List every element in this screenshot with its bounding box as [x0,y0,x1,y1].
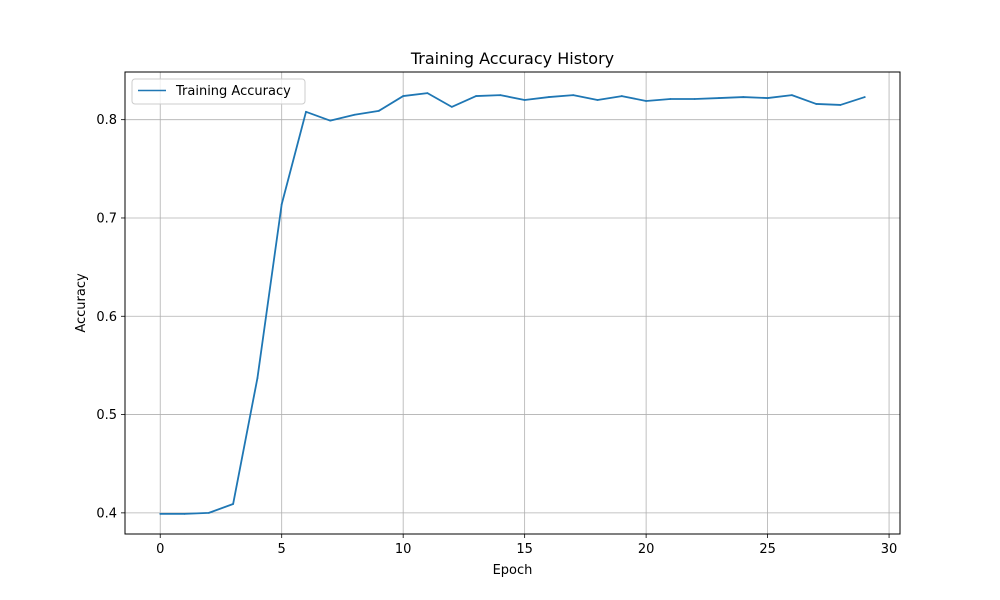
data-point [207,511,210,514]
data-point [766,97,769,99]
data-point [693,98,696,100]
legend-box [131,78,306,105]
data-point [499,94,502,96]
x-tick-label: 25 [759,542,776,557]
data-point [475,95,477,97]
data-point [742,96,745,98]
data-point [329,119,332,122]
legend: Training Accuracy [131,78,306,105]
data-point [353,113,356,116]
data-point [450,105,453,108]
data-point [669,98,672,100]
data-point [790,94,793,96]
y-tick-label: 0.5 [96,408,117,423]
data-point [280,203,283,206]
data-point [596,99,599,101]
grid-lines [125,72,900,534]
data-point [572,94,575,96]
y-tick-label: 0.6 [96,310,117,325]
data-point [232,503,235,505]
plot-series [159,92,866,515]
data-point [523,99,526,101]
y-axis-label: Accuracy [74,273,89,333]
data-point [426,92,429,95]
x-tick-label: 5 [278,542,286,557]
y-tick-label: 0.7 [96,211,117,226]
data-point [815,103,818,105]
data-point [377,109,380,112]
legend-label: Training Accuracy [175,84,291,99]
data-point [839,104,842,106]
data-point [402,95,405,97]
x-tick-label: 10 [395,542,412,557]
data-point [718,97,720,99]
chart-title: Training Accuracy History [410,49,614,68]
axis-ticks: 0 5 10 15 20 25 30 0.4 0.5 0.6 0.7 0.8 [96,113,897,557]
data-point [159,512,162,515]
plot-frame [124,71,901,535]
x-tick-label: 15 [516,542,533,557]
data-point [645,100,648,102]
series-line-training-accuracy [160,92,866,515]
data-point [548,96,550,98]
x-axis-label: Epoch [493,563,533,578]
x-tick-label: 30 [881,542,898,557]
data-point [305,110,307,113]
data-point [256,377,259,380]
x-tick-label: 0 [156,542,164,557]
x-tick-label: 20 [638,542,655,557]
y-tick-label: 0.8 [96,113,117,128]
data-point [183,512,186,515]
y-tick-label: 0.4 [96,506,117,521]
data-point [863,96,866,98]
data-point [620,95,623,97]
